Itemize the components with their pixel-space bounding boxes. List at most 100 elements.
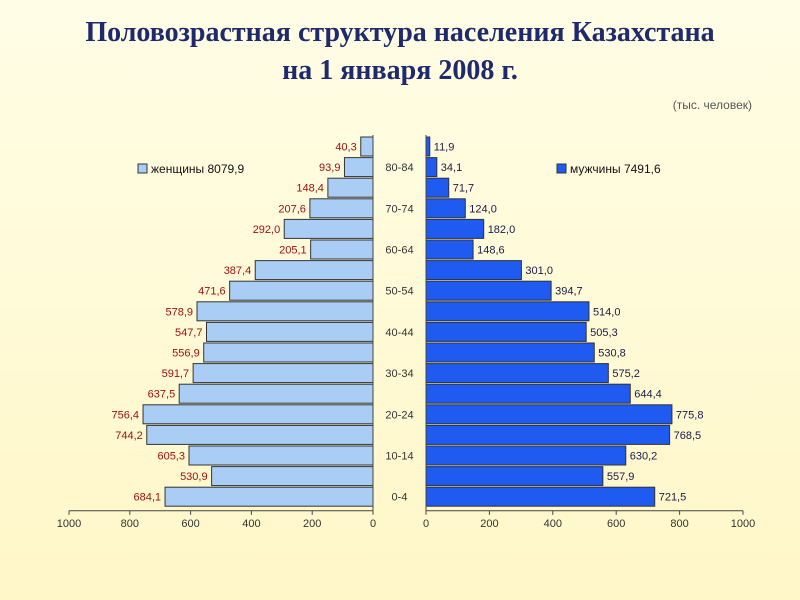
left-axis-tick-label: 0 (370, 518, 376, 530)
female-bar (146, 424, 374, 445)
male-bar (425, 424, 671, 445)
age-group-label: 20-24 (385, 409, 413, 421)
left-axis-tick-label: 200 (303, 518, 321, 530)
male-bar (425, 486, 656, 507)
male-bar (425, 157, 438, 178)
age-group-label: 70-74 (385, 203, 413, 215)
right-axis-tick-label: 600 (607, 518, 625, 530)
female-value-label: 207,6 (278, 203, 306, 215)
male-value-label: 557,9 (607, 471, 635, 483)
age-group-label: 30-34 (385, 368, 413, 380)
chart-title-line-1: Половозрастная структура населения Казах… (85, 17, 715, 48)
female-bar (309, 198, 374, 219)
male-bar (425, 342, 595, 363)
female-bar (178, 383, 374, 404)
female-bar (142, 404, 374, 425)
male-bar (425, 383, 631, 404)
right-axis-tick-label: 1000 (731, 518, 755, 530)
male-bar (425, 239, 474, 260)
female-bar (164, 486, 374, 507)
male-bar (425, 363, 609, 384)
female-bar (188, 445, 374, 466)
left-axis-tick-label: 400 (242, 518, 260, 530)
male-legend-label: мужчины 7491,6 (570, 162, 661, 176)
female-value-label: 387,4 (224, 265, 252, 277)
male-value-label: 11,9 (434, 142, 455, 154)
chart-title: Половозрастная структура населения Казах… (0, 14, 800, 90)
female-legend-swatch (137, 163, 148, 174)
male-legend-swatch (556, 163, 567, 174)
left-axis-tick-label: 1000 (57, 518, 81, 530)
male-bar (425, 198, 466, 219)
male-value-label: 71,7 (453, 183, 474, 195)
female-value-label: 205,1 (279, 245, 307, 257)
male-bar (425, 136, 431, 157)
male-value-label: 775,8 (676, 409, 704, 421)
female-bar (327, 177, 374, 198)
female-value-label: 744,2 (115, 430, 143, 442)
age-group-label: 10-14 (385, 451, 413, 463)
male-bar (425, 260, 522, 281)
female-bar (229, 280, 374, 301)
female-bar (283, 218, 374, 239)
male-value-label: 644,4 (634, 389, 662, 401)
male-bar (425, 301, 590, 322)
female-bar (254, 260, 374, 281)
female-value-label: 148,4 (296, 183, 324, 195)
chart-title-line-2: на 1 января 2008 г. (282, 55, 518, 86)
right-axis-tick-label: 400 (544, 518, 562, 530)
female-bar (205, 321, 374, 342)
male-bar (425, 445, 627, 466)
male-value-label: 505,3 (590, 327, 618, 339)
male-value-label: 575,2 (612, 368, 640, 380)
female-bar (343, 157, 374, 178)
female-bar (310, 239, 374, 260)
age-group-label: 0-4 (392, 492, 408, 504)
male-value-label: 301,0 (525, 265, 553, 277)
age-group-label: 50-54 (385, 286, 413, 298)
male-bar (425, 280, 552, 301)
female-value-label: 591,7 (162, 368, 190, 380)
male-value-label: 148,6 (477, 245, 505, 257)
female-legend-label: женщины 8079,9 (151, 162, 245, 176)
units-label: (тыс. человек) (672, 98, 752, 112)
male-bar (425, 466, 604, 487)
female-value-label: 578,9 (165, 306, 193, 318)
male-value-label: 124,0 (469, 203, 497, 215)
female-value-label: 40,3 (335, 142, 356, 154)
male-bar (425, 404, 673, 425)
female-value-label: 756,4 (112, 409, 140, 421)
male-value-label: 514,0 (593, 306, 621, 318)
right-axis-tick-label: 0 (423, 518, 429, 530)
female-value-label: 547,7 (175, 327, 203, 339)
male-value-label: 182,0 (488, 224, 516, 236)
female-value-label: 93,9 (319, 162, 340, 174)
female-bar (192, 363, 374, 384)
male-value-label: 394,7 (555, 286, 583, 298)
female-bar (211, 466, 374, 487)
right-axis-tick-label: 800 (670, 518, 688, 530)
left-axis-tick-label: 600 (181, 518, 199, 530)
female-value-label: 556,9 (172, 348, 200, 360)
right-axis-tick-label: 200 (480, 518, 498, 530)
male-bar (425, 321, 587, 342)
female-value-label: 292,0 (253, 224, 281, 236)
male-value-label: 768,5 (674, 430, 702, 442)
female-value-label: 471,6 (198, 286, 226, 298)
female-value-label: 530,9 (180, 471, 208, 483)
female-value-label: 684,1 (134, 492, 162, 504)
age-group-label: 40-44 (385, 327, 413, 339)
female-value-label: 605,3 (157, 451, 185, 463)
female-bar (203, 342, 374, 363)
male-value-label: 530,8 (598, 348, 626, 360)
female-value-label: 637,5 (148, 389, 176, 401)
left-axis-tick-label: 800 (121, 518, 139, 530)
male-bar (425, 177, 450, 198)
male-value-label: 721,5 (659, 492, 687, 504)
female-bar (360, 136, 374, 157)
male-bar (425, 218, 485, 239)
male-value-label: 34,1 (441, 162, 462, 174)
male-value-label: 630,2 (630, 451, 658, 463)
age-group-label: 60-64 (385, 245, 413, 257)
